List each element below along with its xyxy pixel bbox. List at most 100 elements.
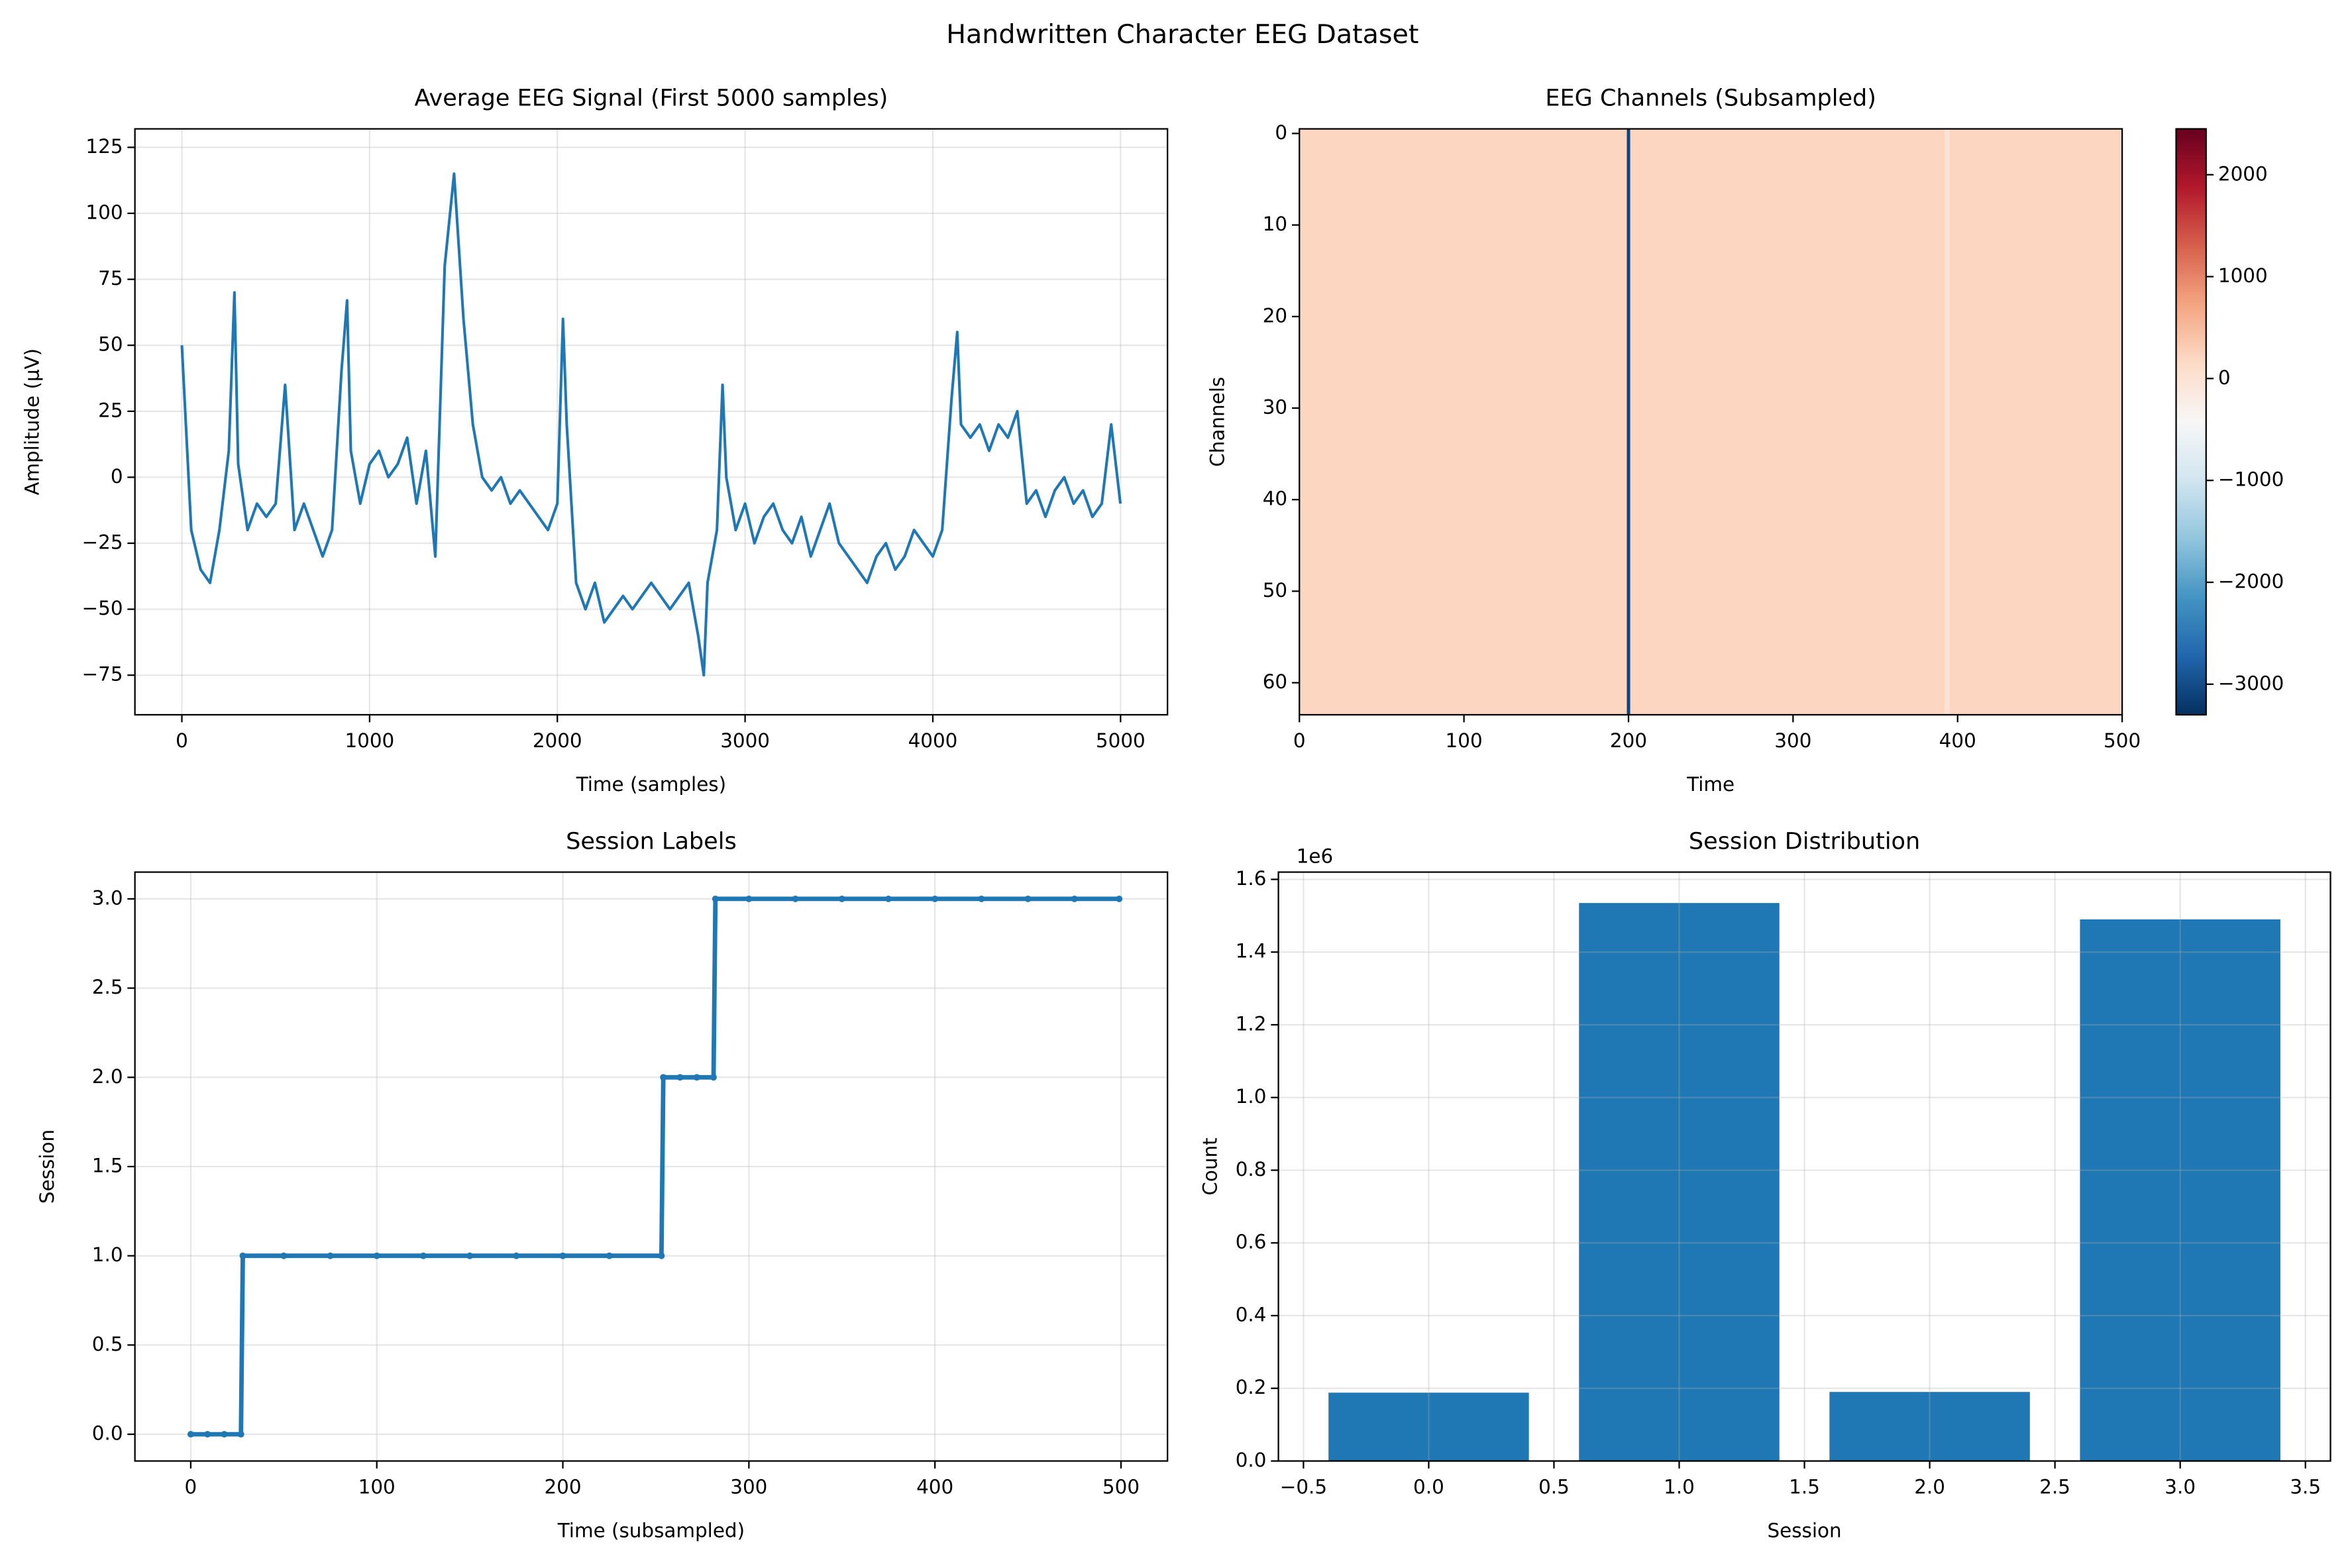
data-point	[1071, 895, 1078, 902]
y-tick-label: 2.5	[92, 976, 123, 998]
axes: Average EEG Signal (First 5000 samples) T…	[21, 84, 1169, 796]
heatmap-cell	[1299, 129, 1627, 715]
y-tick-label: −25	[82, 531, 123, 554]
axes: Session Labels Time (subsampled) Session 0 1…	[36, 827, 1169, 1542]
colorbar-tick-label: 1000	[2218, 264, 2268, 287]
y-tick-label: 30	[1263, 396, 1287, 419]
grid	[134, 129, 1168, 715]
y-tick-label: 50	[98, 333, 123, 356]
plot-area	[1299, 129, 2123, 715]
x-tick-label: 200	[544, 1476, 581, 1498]
x-tick-label: 1.0	[1664, 1476, 1695, 1498]
data-point	[693, 1074, 700, 1081]
bar	[1328, 1392, 1529, 1461]
data-point	[466, 1252, 474, 1259]
data-point	[327, 1252, 334, 1259]
y-tick-label: 0.2	[1236, 1376, 1267, 1398]
panel-title: Average EEG Signal (First 5000 samples)	[415, 84, 888, 111]
x-tick-label: 1000	[345, 729, 394, 752]
colorbar-tick-label: −1000	[2218, 468, 2284, 491]
data-point	[221, 1431, 228, 1438]
y-tick-label: 1.6	[1236, 867, 1267, 890]
data-point	[745, 895, 753, 902]
x-tick-label: 2.0	[1914, 1476, 1945, 1498]
y-offset-label: 1e6	[1297, 845, 1333, 867]
y-tick-label: 1.2	[1236, 1012, 1267, 1035]
x-tick-label: 4000	[908, 729, 958, 752]
colorbar-tick-label: 2000	[2218, 162, 2268, 185]
axes: EEG Channels (Subsampled) Time Channels 0 10…	[1206, 84, 2141, 796]
y-tick-label: 0.5	[92, 1333, 123, 1355]
y-axis-label: Amplitude (μV)	[21, 348, 43, 496]
y-tick-label: 60	[1263, 670, 1287, 693]
data-point	[280, 1252, 288, 1259]
panel-title: Session Labels	[566, 827, 737, 855]
data-point	[513, 1252, 520, 1259]
plot-area	[180, 172, 1122, 677]
data-point	[712, 895, 719, 902]
panel: Average EEG Signal (First 5000 samples) T…	[21, 84, 1169, 796]
axes-frame	[134, 871, 1169, 1462]
x-axis-label: Session	[1767, 1519, 1841, 1542]
colorbar-tick-label: 0	[2218, 366, 2231, 389]
data-point	[1024, 895, 1032, 902]
heatmap-cell	[1949, 129, 2123, 715]
panel: EEG Channels (Subsampled) Time Channels 0 10…	[1206, 84, 2284, 796]
x-axis-label: Time (samples)	[576, 773, 726, 796]
y-tick-label: 40	[1263, 488, 1287, 510]
y-tick-label: 0.0	[92, 1422, 123, 1445]
y-tick-label: 50	[1263, 579, 1287, 601]
y-tick-label: 0.4	[1236, 1303, 1267, 1326]
y-tick-label: 2.0	[92, 1065, 123, 1088]
y-axis-label: Count	[1199, 1137, 1221, 1195]
x-axis-label: Time (subsampled)	[557, 1519, 745, 1542]
y-tick-label: 100	[85, 201, 123, 224]
x-tick-label: 300	[730, 1476, 767, 1498]
x-tick-label: 0.0	[1413, 1476, 1444, 1498]
x-tick-label: 0	[176, 729, 188, 752]
y-tick-label: 0.8	[1236, 1158, 1267, 1180]
x-tick-label: 400	[1939, 729, 1976, 752]
x-tick-label: 400	[916, 1476, 953, 1498]
data-point	[237, 1431, 244, 1438]
y-tick-label: 0.6	[1236, 1231, 1267, 1253]
bar	[1829, 1392, 2030, 1461]
colorbar-frame	[2175, 128, 2207, 716]
panel: Session Distribution Session Count −0.5 0.0 0…	[1199, 827, 2331, 1542]
data-point	[792, 895, 799, 902]
colorbar	[2176, 129, 2206, 715]
data-point	[660, 1074, 667, 1081]
axes-frame	[1299, 128, 2123, 716]
data-point	[1116, 895, 1123, 902]
data-point	[710, 1074, 717, 1081]
x-tick-label: 1.5	[1789, 1476, 1820, 1498]
y-tick-label: 10	[1263, 213, 1287, 235]
y-tick-label: 1.0	[92, 1243, 123, 1266]
y-tick-label: 1.0	[1236, 1085, 1267, 1108]
x-tick-label: 3000	[720, 729, 770, 752]
axes: Session Distribution Session Count −0.5 0.0 0…	[1199, 827, 2331, 1542]
data-point	[884, 895, 892, 902]
plot-area	[1328, 903, 2280, 1461]
y-tick-label: −75	[82, 663, 123, 686]
x-tick-label: 300	[1774, 729, 1811, 752]
data-point	[559, 1252, 566, 1259]
axes-frame	[1277, 871, 2331, 1462]
x-tick-label: 100	[1446, 729, 1483, 752]
data-point	[239, 1252, 246, 1259]
x-tick-label: 5000	[1096, 729, 1146, 752]
data-point	[187, 1431, 194, 1438]
x-tick-label: 500	[1102, 1476, 1140, 1498]
figure-title: Handwritten Character EEG Dataset	[946, 19, 1418, 50]
data-point	[204, 1431, 211, 1438]
plot-area	[187, 895, 1123, 1438]
y-axis-label: Session	[36, 1129, 58, 1204]
heatmap-cell	[1627, 129, 1630, 715]
panel-title: Session Distribution	[1689, 827, 1920, 855]
y-tick-label: 0	[111, 465, 123, 488]
heatmap-cell	[1944, 129, 1950, 715]
colorbar-tick-label: −3000	[2218, 672, 2284, 694]
grid	[1278, 872, 2331, 1462]
x-tick-label: 0	[1293, 729, 1306, 752]
